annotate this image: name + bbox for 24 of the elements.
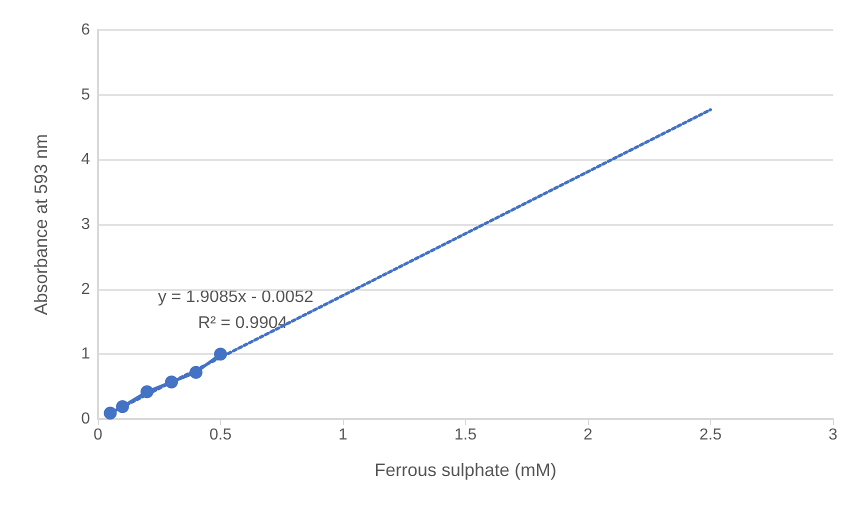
point [165, 376, 178, 389]
point [104, 406, 117, 420]
annotation: y = 1.9085x - 0.0052 [158, 287, 314, 306]
point [190, 366, 202, 379]
point [214, 348, 227, 361]
x-tick-label: 1.5 [454, 426, 477, 444]
annotation: R² = 0.9904 [198, 313, 288, 332]
y-tick-label: 0 [81, 410, 90, 428]
x-axis-title: Ferrous sulphate (mM) [374, 460, 557, 480]
point [140, 385, 154, 398]
x-tick-label: 2.5 [699, 426, 722, 444]
y-tick-label: 4 [81, 151, 90, 168]
x-tick-label: 3 [828, 426, 838, 444]
y-tick-label: 1 [81, 346, 90, 363]
y-tick-label: 3 [81, 216, 90, 233]
x-tick-label: 1 [338, 426, 348, 444]
y-tick-label: 2 [81, 280, 90, 298]
x-tick-label: 0.5 [209, 426, 232, 444]
y-tick-label: 5 [81, 86, 90, 104]
y-axis-title: Absorbance at 593 nm [31, 134, 51, 316]
y-tick-label: 6 [81, 22, 90, 38]
point [116, 400, 129, 414]
x-tick-label: 2 [584, 426, 593, 444]
x-tick-label: 0 [94, 426, 103, 444]
